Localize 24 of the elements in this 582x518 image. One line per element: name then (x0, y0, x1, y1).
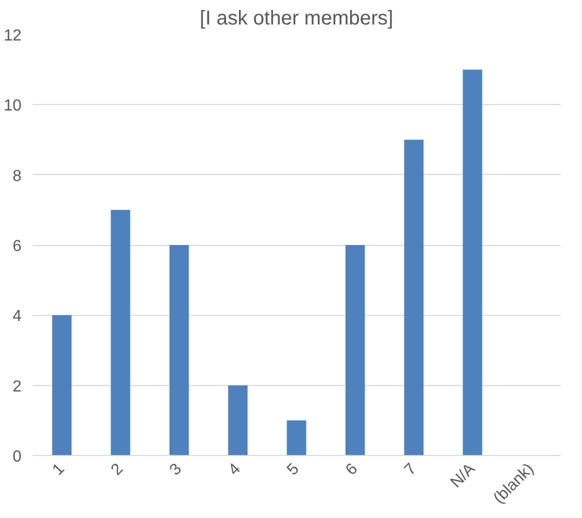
bar (286, 420, 306, 456)
x-tick-label: 2 (108, 460, 127, 479)
y-tick-label: 10 (4, 98, 22, 115)
y-tick-label: 2 (12, 378, 22, 396)
bar (169, 245, 189, 456)
y-tick-label: 12 (4, 28, 22, 44)
bar (462, 70, 482, 456)
bar (404, 140, 424, 456)
x-tick-label: 4 (226, 460, 244, 479)
bar (52, 315, 72, 456)
x-tick-label: 6 (342, 460, 362, 479)
x-tick-label: 1 (50, 460, 68, 479)
bar (228, 385, 248, 456)
y-tick-label: 8 (12, 168, 22, 185)
y-tick-label: 4 (12, 308, 22, 326)
x-tick-label: N/A (448, 460, 479, 492)
x-tick-label: 3 (166, 460, 186, 479)
y-tick-label: 6 (12, 238, 22, 255)
x-tick-label: 5 (284, 460, 303, 479)
bar (110, 210, 130, 456)
x-tick-label: 7 (402, 460, 420, 479)
bar (345, 245, 365, 456)
y-tick-label: 0 (12, 448, 22, 466)
chart-title: [I ask other members] (200, 8, 394, 30)
